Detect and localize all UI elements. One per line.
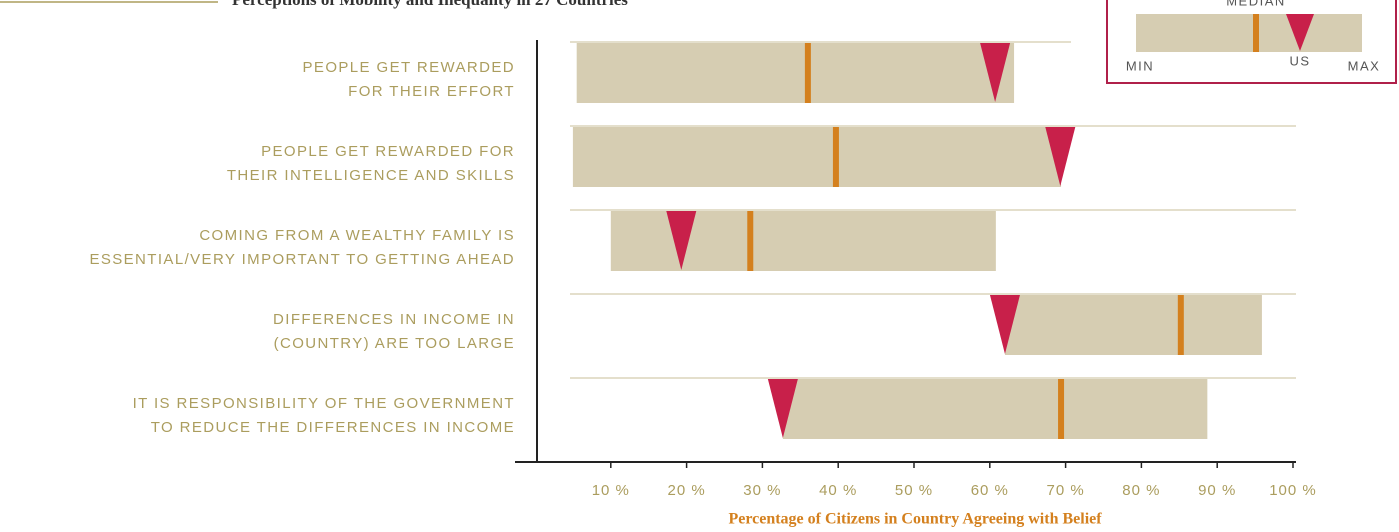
category-label: PEOPLE GET REWARDED FOR <box>261 143 515 160</box>
range-bar <box>1004 295 1262 355</box>
x-tick-label: 40 % <box>819 482 857 499</box>
legend-label: US <box>1289 53 1310 68</box>
legend-label: MEDIAN <box>1226 0 1286 8</box>
x-tick-label: 90 % <box>1198 482 1236 499</box>
category-label: FOR THEIR EFFORT <box>348 83 515 100</box>
range-bar <box>572 127 1062 187</box>
x-tick-label: 80 % <box>1122 482 1160 499</box>
us-marker <box>1045 127 1076 186</box>
median-mark <box>804 43 811 103</box>
median-mark <box>1058 379 1065 439</box>
legend-label: MIN <box>1126 58 1154 73</box>
x-tick-label: 10 % <box>592 482 630 499</box>
legend-us <box>1286 14 1314 51</box>
x-tick-label: 20 % <box>667 482 705 499</box>
category-label: (COUNTRY) ARE TOO LARGE <box>274 335 515 352</box>
legend-median <box>1253 14 1259 52</box>
median-mark <box>747 211 754 271</box>
range-bar <box>576 43 1015 103</box>
median-mark <box>1177 295 1184 355</box>
us-marker <box>666 211 697 270</box>
category-label: THEIR INTELLIGENCE AND SKILLS <box>227 167 515 184</box>
category-label: ESSENTIAL/VERY IMPORTANT TO GETTING AHEA… <box>89 251 515 268</box>
x-tick-label: 100 % <box>1269 482 1317 499</box>
legend-bar <box>1136 14 1362 52</box>
category-label: TO REDUCE THE DIFFERENCES IN INCOME <box>151 419 515 436</box>
range-bar <box>782 379 1208 439</box>
median-mark <box>832 127 839 187</box>
us-marker <box>980 43 1011 102</box>
legend-label: MAX <box>1348 58 1381 73</box>
x-axis-label: Percentage of Citizens in Country Agreei… <box>728 511 1102 528</box>
x-tick-label: 60 % <box>971 482 1009 499</box>
x-tick-label: 30 % <box>743 482 781 499</box>
us-marker <box>989 295 1020 354</box>
chart-title: Perceptions of Mobility and Inequality i… <box>232 0 628 9</box>
us-marker <box>767 379 798 438</box>
category-label: PEOPLE GET REWARDED <box>303 59 515 76</box>
category-label: DIFFERENCES IN INCOME IN <box>273 311 515 328</box>
category-label: IT IS RESPONSIBILITY OF THE GOVERNMENT <box>133 395 515 412</box>
x-tick-label: 50 % <box>895 482 933 499</box>
range-bar <box>610 211 996 271</box>
x-tick-label: 70 % <box>1046 482 1084 499</box>
category-label: COMING FROM A WEALTHY FAMILY IS <box>199 227 515 244</box>
